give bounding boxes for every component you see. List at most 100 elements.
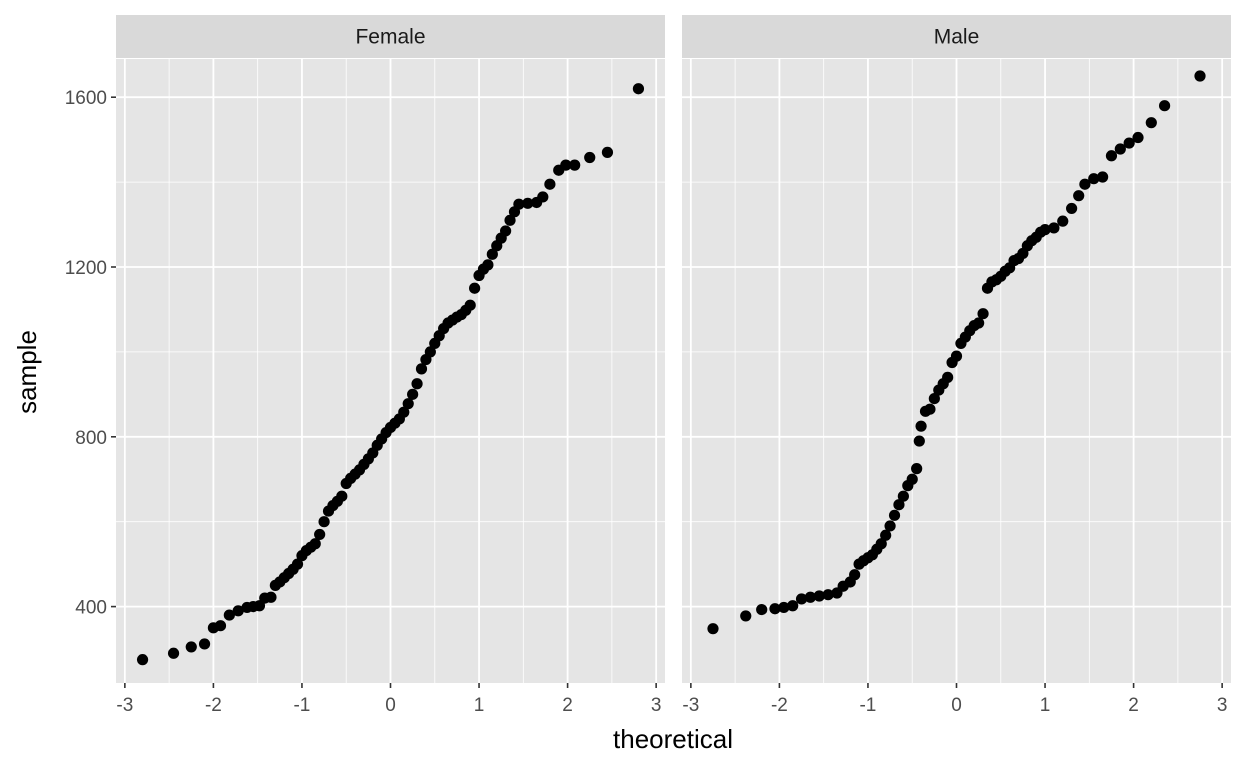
- data-point: [336, 490, 348, 502]
- data-point: [924, 403, 936, 415]
- x-tick-label: 0: [951, 695, 962, 716]
- data-point: [880, 529, 892, 541]
- x-tick-label: 1: [474, 695, 485, 716]
- x-tick-label: -3: [116, 695, 133, 716]
- y-tick-label: 1600: [65, 88, 107, 109]
- data-point: [911, 463, 923, 475]
- data-point: [560, 159, 572, 171]
- data-point: [756, 603, 768, 616]
- data-point: [1123, 137, 1135, 149]
- data-point: [504, 214, 516, 226]
- data-point: [198, 638, 211, 650]
- data-point: [740, 610, 752, 622]
- x-axis-title: theoretical: [613, 724, 733, 754]
- data-point: [804, 591, 816, 603]
- data-point: [415, 363, 428, 375]
- points-female: [136, 83, 645, 666]
- x-tick-label: -3: [682, 695, 699, 716]
- data-point: [778, 601, 790, 614]
- data-point: [1105, 150, 1118, 162]
- x-tick-label: 3: [1217, 695, 1228, 716]
- data-point: [1039, 224, 1051, 236]
- points-male: [707, 70, 1206, 635]
- data-point: [1158, 100, 1171, 112]
- gridlines-male: [682, 59, 1231, 683]
- data-point: [1057, 215, 1069, 227]
- data-point: [707, 623, 719, 635]
- data-point: [769, 603, 781, 615]
- data-point: [291, 558, 304, 570]
- data-point: [1088, 173, 1100, 185]
- data-point: [632, 83, 645, 95]
- x-axis-male: -3 -2 -1 0 1 2 3: [682, 683, 1227, 716]
- data-point: [787, 600, 799, 612]
- data-point: [973, 317, 985, 329]
- facet-strip-female: [116, 15, 665, 58]
- data-point: [402, 398, 414, 410]
- data-point: [309, 538, 321, 550]
- data-point: [942, 371, 954, 383]
- data-point: [1066, 202, 1078, 215]
- data-point: [522, 197, 534, 209]
- data-point: [884, 520, 896, 532]
- data-point: [486, 248, 498, 260]
- x-tick-label: 3: [651, 695, 662, 716]
- data-point: [1097, 171, 1109, 183]
- x-tick-label: 2: [562, 695, 573, 716]
- facet-female: Female -3 -2 -1 0 1 2 3: [116, 15, 665, 716]
- y-axis: 400 800 1200 1600: [65, 88, 116, 619]
- data-point: [1194, 70, 1206, 82]
- data-point: [601, 146, 614, 158]
- facet-strip-label-female: Female: [355, 26, 425, 49]
- data-point: [1114, 143, 1126, 155]
- facet-strip-male: [682, 15, 1231, 58]
- data-point: [500, 225, 512, 237]
- data-point: [411, 378, 423, 390]
- x-axis-female: -3 -2 -1 0 1 2 3: [116, 683, 661, 716]
- data-point: [398, 406, 410, 418]
- y-axis-title: sample: [12, 330, 42, 414]
- data-point: [584, 151, 596, 164]
- facet-male: Male -3 -2 -1 0 1 2 3: [682, 15, 1231, 716]
- x-tick-label: -1: [859, 695, 876, 716]
- data-point: [544, 178, 556, 190]
- data-point: [214, 620, 227, 632]
- data-point: [977, 308, 989, 320]
- facet-strip-label-male: Male: [934, 26, 980, 49]
- y-tick-label: 400: [75, 598, 107, 619]
- x-tick-label: 2: [1128, 695, 1139, 716]
- x-tick-label: 0: [385, 695, 396, 716]
- data-point: [849, 569, 861, 581]
- facet-panels: Female -3 -2 -1 0 1 2 3 Male -3 -2 -1 0 1 2 3: [116, 15, 1231, 716]
- gridlines-female: [116, 59, 665, 683]
- y-tick-label: 1200: [65, 258, 107, 279]
- data-point: [1073, 190, 1085, 202]
- data-point: [482, 259, 494, 271]
- data-point: [136, 654, 149, 666]
- data-point: [913, 435, 925, 447]
- data-point: [464, 299, 476, 311]
- data-point: [223, 609, 235, 621]
- data-point: [265, 591, 277, 603]
- data-point: [1132, 131, 1144, 144]
- data-point: [537, 191, 549, 203]
- data-point: [167, 647, 180, 659]
- data-point: [950, 350, 963, 362]
- data-point: [928, 392, 940, 405]
- data-point: [424, 346, 436, 358]
- x-tick-label: -2: [771, 695, 788, 716]
- x-tick-label: -1: [293, 695, 310, 716]
- data-point: [1048, 222, 1060, 234]
- data-point: [822, 589, 834, 601]
- data-point: [875, 538, 887, 550]
- data-point: [795, 593, 808, 605]
- data-point: [407, 388, 419, 400]
- data-point: [915, 420, 927, 432]
- data-point: [232, 605, 244, 617]
- x-tick-label: 1: [1040, 695, 1051, 716]
- data-point: [314, 528, 326, 541]
- data-point: [1145, 117, 1157, 129]
- y-tick-label: 800: [75, 428, 107, 449]
- data-point: [888, 509, 901, 521]
